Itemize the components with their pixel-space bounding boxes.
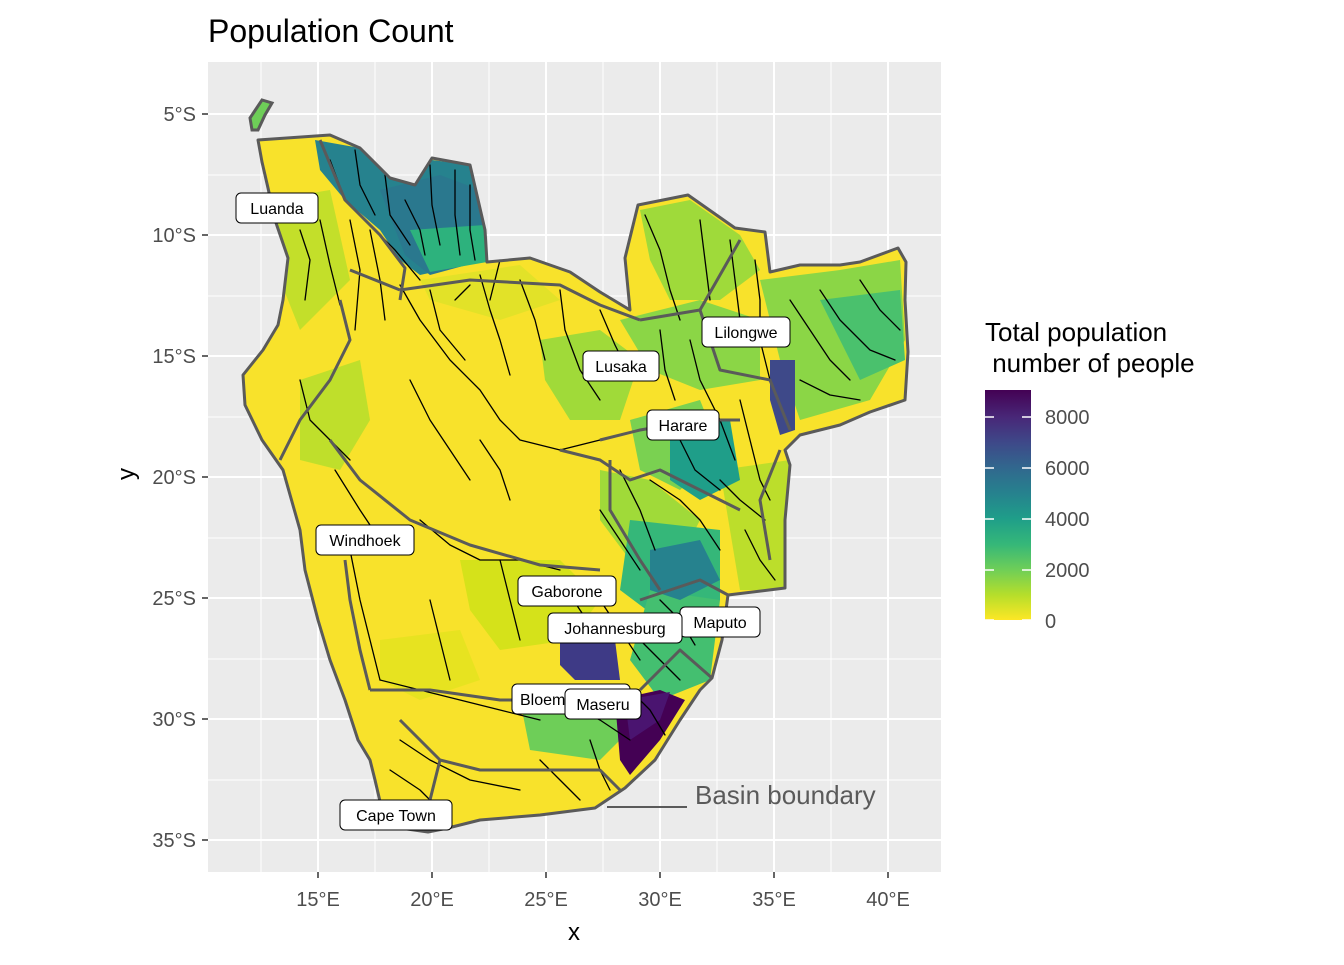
legend-colorbar xyxy=(985,390,1031,620)
x-tick-label: 20°E xyxy=(410,889,454,911)
svg-text:Windhoek: Windhoek xyxy=(329,533,401,550)
legend-tick-label: 0 xyxy=(1045,611,1056,633)
legend-tick-label: 4000 xyxy=(1045,509,1090,531)
svg-text:Johannesburg: Johannesburg xyxy=(564,621,665,638)
city-labels: Luanda Lilongwe Lusaka Harare Windhoek G… xyxy=(235,192,791,831)
y-tick-label: 35°S xyxy=(152,830,196,852)
city-label-lusaka: Lusaka xyxy=(582,350,660,382)
svg-text:Maputo: Maputo xyxy=(693,615,746,632)
y-axis-title: y xyxy=(113,468,140,480)
y-tick-label: 20°S xyxy=(152,467,196,489)
x-tick-label: 40°E xyxy=(866,889,910,911)
city-label-windhoek: Windhoek xyxy=(315,524,415,556)
svg-text:Cape Town: Cape Town xyxy=(356,808,436,825)
city-label-harare: Harare xyxy=(646,409,720,441)
city-label-gaborone: Gaborone xyxy=(517,575,617,607)
city-label-luanda: Luanda xyxy=(235,192,319,224)
legend-title-line1: Total population xyxy=(985,317,1167,347)
svg-text:Harare: Harare xyxy=(659,418,708,435)
legend-tick-label: 2000 xyxy=(1045,560,1090,582)
x-tick-label: 30°E xyxy=(638,889,682,911)
y-tick-label: 15°S xyxy=(152,346,196,368)
legend-title-line2: number of people xyxy=(985,348,1195,378)
x-tick-label: 35°E xyxy=(752,889,796,911)
svg-text:Lilongwe: Lilongwe xyxy=(714,325,777,342)
y-tick-label: 5°S xyxy=(164,104,196,126)
x-axis: 15°E 20°E 25°E 30°E 35°E 40°E xyxy=(296,872,910,911)
x-tick-label: 15°E xyxy=(296,889,340,911)
chart-title: Population Count xyxy=(208,13,454,49)
x-tick-label: 25°E xyxy=(524,889,568,911)
svg-text:Gaborone: Gaborone xyxy=(531,584,602,601)
y-axis: 5°S 10°S 15°S 20°S 25°S 30°S 35°S xyxy=(152,104,208,852)
city-label-lilongwe: Lilongwe xyxy=(701,316,791,348)
x-axis-title: x xyxy=(568,919,580,946)
city-label-cape-town: Cape Town xyxy=(339,799,453,831)
svg-text:Maseru: Maseru xyxy=(576,697,629,714)
legend-tick-label: 8000 xyxy=(1045,407,1090,429)
svg-text:Luanda: Luanda xyxy=(250,201,303,218)
basin-boundary-annotation: Basin boundary xyxy=(607,780,876,810)
city-label-maputo: Maputo xyxy=(679,606,761,638)
legend-tick-label: 6000 xyxy=(1045,458,1090,480)
svg-text:Basin boundary: Basin boundary xyxy=(695,780,876,810)
y-tick-label: 30°S xyxy=(152,709,196,731)
basin-boundaries xyxy=(241,133,910,834)
svg-text:Lusaka: Lusaka xyxy=(595,359,647,376)
city-label-maseru: Maseru xyxy=(564,688,642,720)
city-label-johannesburg: Johannesburg xyxy=(547,612,683,644)
legend: Total population number of people 8000 6… xyxy=(985,317,1195,633)
y-tick-label: 10°S xyxy=(152,225,196,247)
y-tick-label: 25°S xyxy=(152,588,196,610)
